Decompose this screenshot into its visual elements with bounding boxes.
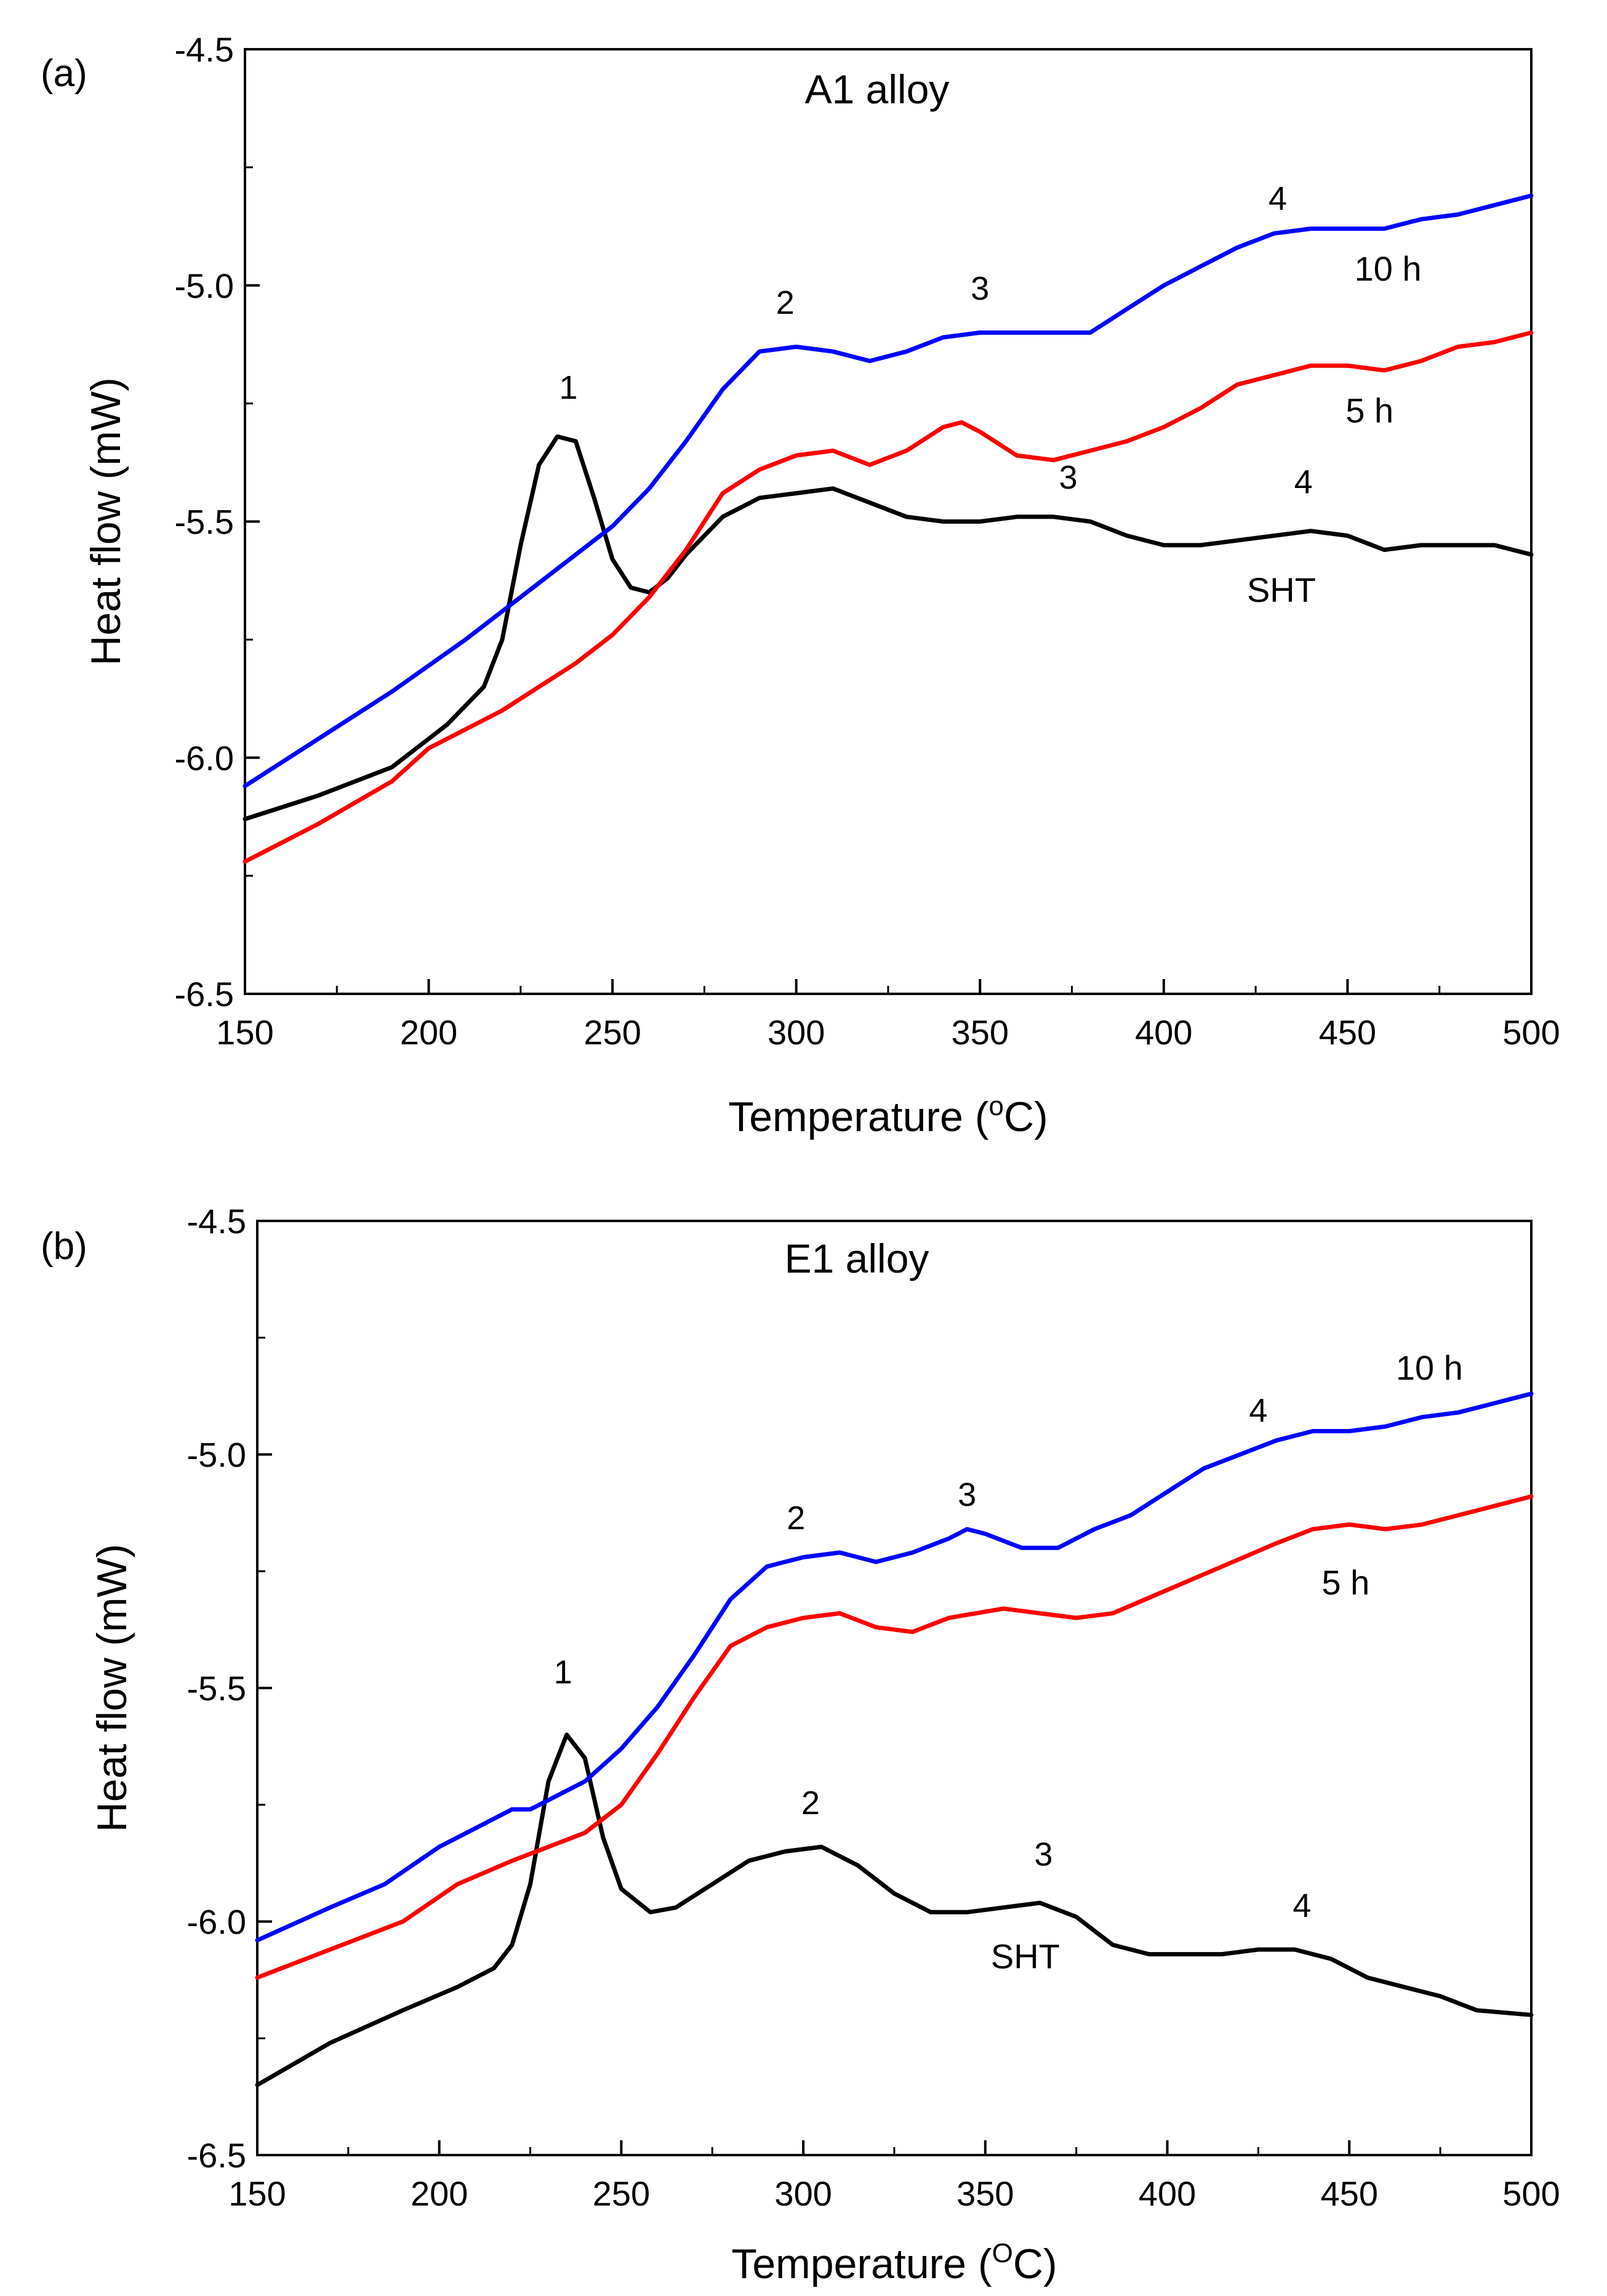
peak-annotation: 1 (554, 1654, 572, 1690)
chart-title: A1 alloy (805, 66, 950, 112)
series-label: SHT (1247, 570, 1316, 609)
series-line-10h (242, 193, 1534, 788)
x-tick-label: 150 (228, 2174, 286, 2213)
y-tick-label: -5.0 (187, 1436, 247, 1474)
peak-annotation: 4 (1294, 463, 1313, 500)
x-axis-title: Temperature (OC) (731, 2238, 1057, 2287)
y-tick-label: -5.5 (187, 1669, 247, 1708)
y-tick-label: -4.5 (187, 1202, 247, 1241)
y-tick-label: -6.0 (187, 1903, 247, 1942)
y-tick-label: -4.5 (175, 30, 234, 69)
x-tick-label: 450 (1321, 2174, 1378, 2213)
x-axis-title-unit: C) (1013, 2241, 1057, 2287)
peak-annotation: 2 (787, 1500, 805, 1537)
series-line-10h (255, 1391, 1534, 1943)
series-line-5h (255, 1494, 1534, 1980)
x-tick-label: 200 (400, 1013, 457, 1052)
series-label: 5 h (1321, 1563, 1369, 1602)
peak-annotation: 2 (801, 1785, 820, 1822)
x-axis-title: Temperature (oC) (728, 1091, 1048, 1140)
y-tick-label: -5.0 (175, 266, 234, 305)
peak-annotation: 3 (971, 270, 989, 307)
peak-annotation: 3 (1059, 459, 1078, 496)
peak-annotation: 3 (1034, 1836, 1052, 1873)
x-tick-label: 350 (952, 1013, 1009, 1052)
y-axis-title: Heat flow (mW) (82, 377, 129, 665)
series-line-5h (242, 330, 1534, 864)
panel-a-chart: 150 200 250 300 350 400 450 500 -6.5 -6.0 -5.5 -5.0… (41, 30, 1560, 1140)
y-axis-title: Heat flow (mW) (89, 1544, 135, 1832)
x-axis-title-unit: C) (1004, 1094, 1048, 1140)
x-tick-label: 500 (1502, 1013, 1560, 1052)
panel-label: (b) (41, 1225, 87, 1268)
peak-annotation: 3 (958, 1476, 976, 1513)
plot-frame (256, 1220, 1533, 2156)
x-tick-label: 300 (767, 1013, 825, 1052)
y-tick-label: -6.5 (175, 975, 234, 1014)
peak-annotation: 4 (1292, 1887, 1311, 1924)
peak-annotation: 1 (559, 369, 577, 406)
x-axis-title-main: Temperature ( (731, 2241, 992, 2287)
x-tick-label: 350 (956, 2174, 1014, 2213)
y-tick-label: -6.5 (187, 2136, 247, 2175)
panel-label: (a) (41, 52, 87, 95)
x-tick-label: 250 (583, 1013, 641, 1052)
x-axis-title-main: Temperature ( (728, 1094, 989, 1140)
x-axis-title-degree: o (989, 1091, 1004, 1121)
panel-b-chart: 150 200 250 300 350 400 450 500 -6.5 -6.0 -5.5 -5.0… (41, 1202, 1560, 2287)
y-tick-label: -6.0 (175, 738, 234, 777)
peak-annotation: 4 (1249, 1392, 1267, 1429)
x-axis-title-degree: O (992, 2238, 1013, 2268)
x-tick-label: 200 (411, 2174, 468, 2213)
x-tick-label: 400 (1139, 2174, 1196, 2213)
x-tick-label: 400 (1135, 1013, 1192, 1052)
series-label: 10 h (1396, 1348, 1463, 1387)
x-tick-label: 150 (216, 1013, 273, 1052)
chart-title: E1 alloy (785, 1236, 929, 1281)
series-line-sht (242, 434, 1534, 822)
series-label: 5 h (1345, 391, 1393, 430)
plot-frame (244, 48, 1533, 995)
x-tick-label: 500 (1502, 2174, 1560, 2213)
peak-annotation: 2 (776, 284, 795, 321)
x-tick-label: 250 (593, 2174, 650, 2213)
peak-annotation: 4 (1268, 180, 1287, 217)
y-tick-label: -5.5 (175, 503, 234, 542)
series-label: SHT (991, 1937, 1060, 1975)
series-line-sht (255, 1732, 1534, 2087)
series-label: 10 h (1355, 249, 1422, 288)
x-tick-label: 450 (1319, 1013, 1376, 1052)
x-tick-label: 300 (774, 2174, 832, 2213)
